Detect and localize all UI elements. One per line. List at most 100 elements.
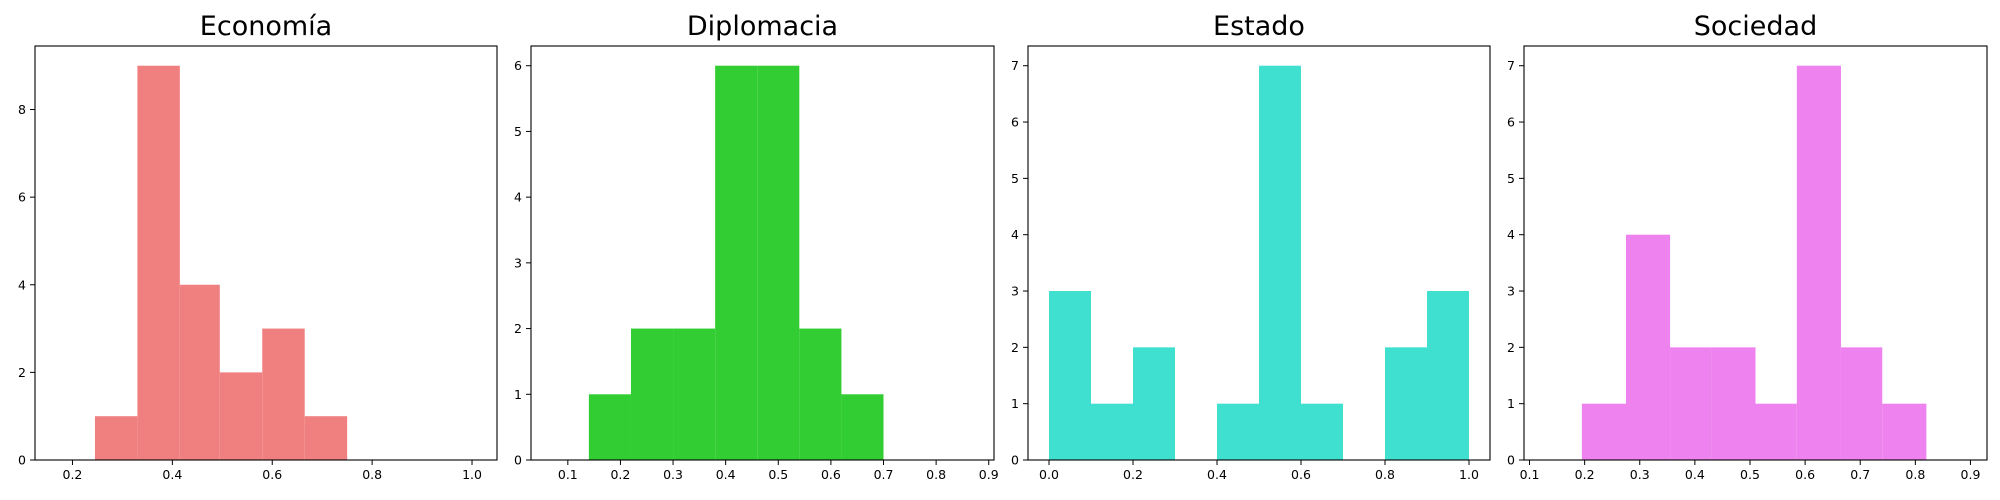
x-tick-label: 0.7 xyxy=(1850,467,1870,482)
x-tick-label: 0.9 xyxy=(979,467,999,482)
x-tick-label: 0.6 xyxy=(821,467,841,482)
y-tick-label: 2 xyxy=(514,321,522,336)
histogram-bar xyxy=(1755,403,1797,460)
x-tick-label: 0.3 xyxy=(663,467,683,482)
y-tick-label: 7 xyxy=(1507,58,1515,73)
axes-frame xyxy=(1523,45,1988,461)
y-tick-label: 4 xyxy=(514,190,522,205)
y-tick-label: 3 xyxy=(514,255,522,270)
y-tick-label: 7 xyxy=(1011,58,1019,73)
x-axis: 0.2 0.4 0.6 0.8 1.0 xyxy=(63,460,482,482)
x-tick-label: 0.1 xyxy=(1520,467,1540,482)
y-tick-label: 8 xyxy=(18,102,26,117)
x-tick-label: 0.6 xyxy=(1291,467,1311,482)
histogram-bar xyxy=(94,416,138,460)
y-axis: 0 1 2 3 4 5 6 xyxy=(514,58,531,468)
y-tick-label: 3 xyxy=(1011,284,1019,299)
y-axis: 0 1 2 3 4 5 6 7 xyxy=(1011,58,1028,468)
y-tick-label: 4 xyxy=(1507,227,1515,242)
histogram-bar xyxy=(262,328,305,460)
histogram-bar xyxy=(1133,347,1175,460)
x-tick-label: 0.4 xyxy=(716,467,736,482)
y-tick-label: 2 xyxy=(18,365,26,380)
y-tick-label: 6 xyxy=(514,58,522,73)
y-tick-label: 0 xyxy=(514,453,522,468)
x-axis: 0.1 0.2 0.3 0.4 0.5 0.6 0.7 0.8 0.9 xyxy=(1520,460,1981,482)
histogram-bar xyxy=(1217,403,1259,460)
x-tick-label: 0.7 xyxy=(874,467,894,482)
histogram-bar xyxy=(1049,291,1091,460)
histogram-bar xyxy=(1385,347,1427,460)
histogram-bar xyxy=(1427,291,1469,460)
histogram-bars xyxy=(588,65,884,461)
x-tick-label: 0.2 xyxy=(1575,467,1595,482)
x-tick-label: 0.3 xyxy=(1630,467,1650,482)
histogram-bar xyxy=(841,394,884,460)
x-tick-label: 0.8 xyxy=(926,467,946,482)
y-tick-label: 5 xyxy=(1011,171,1019,186)
y-tick-label: 0 xyxy=(1507,453,1515,468)
histogram-bar xyxy=(757,65,800,461)
histogram-bars xyxy=(94,65,348,461)
histogram-bar xyxy=(715,65,758,461)
histogram-bar xyxy=(219,372,263,460)
histogram-bar xyxy=(179,284,220,460)
histogram-bar xyxy=(304,416,348,460)
histogram-bar xyxy=(1670,347,1712,460)
panel-title: Diplomacia xyxy=(687,11,838,42)
y-tick-label: 0 xyxy=(1011,453,1019,468)
histogram-bar xyxy=(799,328,842,460)
x-tick-label: 0.6 xyxy=(1795,467,1815,482)
y-tick-label: 2 xyxy=(1507,340,1515,355)
y-tick-label: 5 xyxy=(1507,171,1515,186)
histogram-bar xyxy=(1091,403,1133,460)
panel-title: Estado xyxy=(1213,11,1305,42)
histogram-bar xyxy=(588,394,631,460)
histogram-bar xyxy=(1301,403,1343,460)
panel-economia: Economía 0.2 0.4 0.6 0.8 1.0 0 2 4 6 8 xyxy=(18,11,498,482)
axes-frame xyxy=(1027,45,1491,461)
x-tick-label: 0.1 xyxy=(558,467,578,482)
y-tick-label: 1 xyxy=(514,387,522,402)
y-tick-label: 6 xyxy=(1507,115,1515,130)
x-tick-label: 0.0 xyxy=(1039,467,1059,482)
histogram-bar xyxy=(137,65,180,461)
x-tick-label: 0.8 xyxy=(1375,467,1395,482)
y-axis: 0 1 2 3 4 5 6 7 xyxy=(1507,58,1524,468)
x-tick-label: 0.4 xyxy=(162,467,182,482)
y-tick-label: 0 xyxy=(18,453,26,468)
histogram-bars xyxy=(1049,65,1469,461)
y-tick-label: 1 xyxy=(1507,396,1515,411)
histogram-bars xyxy=(1581,65,1927,461)
x-tick-label: 0.6 xyxy=(262,467,282,482)
x-tick-label: 0.8 xyxy=(362,467,382,482)
histogram-bar xyxy=(1581,403,1626,460)
histogram-bar xyxy=(1711,347,1756,460)
histogram-bar xyxy=(1625,234,1671,460)
axes-frame xyxy=(34,45,498,461)
x-tick-label: 0.5 xyxy=(1740,467,1760,482)
y-tick-label: 6 xyxy=(18,190,26,205)
panel-title: Economía xyxy=(200,11,332,42)
x-axis: 0.0 0.2 0.4 0.6 0.8 1.0 xyxy=(1039,460,1479,482)
y-tick-label: 3 xyxy=(1507,284,1515,299)
y-tick-label: 2 xyxy=(1011,340,1019,355)
x-tick-label: 0.4 xyxy=(1207,467,1227,482)
x-tick-label: 1.0 xyxy=(1459,467,1479,482)
y-tick-label: 1 xyxy=(1011,396,1019,411)
x-tick-label: 0.2 xyxy=(1123,467,1143,482)
axes-frame xyxy=(530,45,995,461)
histogram-bar xyxy=(673,328,716,460)
x-tick-label: 0.5 xyxy=(768,467,788,482)
x-tick-label: 0.2 xyxy=(610,467,630,482)
x-tick-label: 0.9 xyxy=(1961,467,1981,482)
panel-sociedad: Sociedad 0.1 0.2 0.3 0.4 0.5 0.6 0.7 0.8 0.9 0 1 2 3… xyxy=(1507,11,1988,482)
x-tick-label: 0.2 xyxy=(63,467,83,482)
panel-diplomacia: Diplomacia 0.1 0.2 0.3 0.4 0.5 0.6 0.7 0.8 0.9 0 1… xyxy=(514,11,999,482)
y-tick-label: 5 xyxy=(514,124,522,139)
x-axis: 0.1 0.2 0.3 0.4 0.5 0.6 0.7 0.8 0.9 xyxy=(558,460,999,482)
histogram-bar xyxy=(1259,65,1301,461)
panel-title: Sociedad xyxy=(1694,11,1817,42)
x-tick-label: 0.4 xyxy=(1685,467,1705,482)
